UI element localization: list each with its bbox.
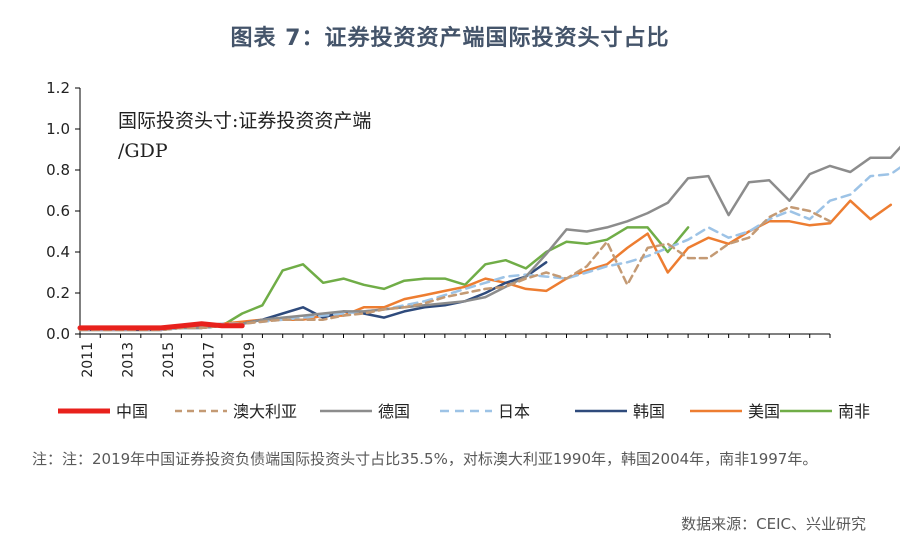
series-line-澳大利亚: [78, 205, 832, 332]
series-line-南非: [78, 226, 690, 332]
chart-title: 图表 7：证券投资资产端国际投资头寸占比: [230, 26, 670, 51]
legend-label: 德国: [378, 402, 410, 421]
y-tick-label: 0.4: [46, 243, 70, 261]
chart-annotation-line1: 国际投资头寸:证券投资资产端: [118, 110, 371, 132]
legend-label: 韩国: [633, 402, 665, 421]
source-note: 数据来源：CEIC、兴业研究: [681, 515, 866, 533]
chart-axes: 0.0 0.2 0.4 0.6 0.8 1.0 1.2 2011 2013 2015 2017 201…: [46, 79, 831, 378]
y-tick-label: 0.6: [46, 202, 70, 220]
x-tick-label: 2013: [121, 342, 137, 378]
legend-label: 南非: [838, 402, 870, 421]
x-tick-label: 2015: [161, 342, 177, 378]
y-tick-label: 1.2: [46, 79, 70, 97]
x-tick-label: 2019: [242, 342, 258, 378]
x-tick-label: 2017: [202, 342, 218, 378]
chart-series: [77, 145, 900, 332]
y-tick-label: 0.8: [46, 161, 70, 179]
series-line-德国: [78, 145, 900, 330]
y-tick-label: 1.0: [46, 120, 70, 138]
line-chart: 0.0 0.2 0.4 0.6 0.8 1.0 1.2 2011 2013 2015 2017 201…: [46, 79, 900, 421]
legend-label: 中国: [116, 402, 148, 421]
legend-label: 日本: [498, 402, 530, 421]
legend-label: 美国: [748, 402, 780, 421]
chart-annotation-line2: /GDP: [118, 140, 168, 162]
series-line-日本: [78, 166, 900, 332]
legend-label: 澳大利亚: [233, 402, 297, 421]
chart-legend: 中国 澳大利亚 德国 日本 韩国 美国 南非: [58, 402, 870, 421]
footnote: 注：注：2019年中国证券投资负债端国际投资头寸占比35.5%，对标澳大利亚19…: [32, 450, 818, 468]
x-tick-label: 2011: [80, 342, 96, 378]
y-tick-label: 0.2: [46, 284, 70, 302]
series-line-中国: [77, 321, 245, 331]
y-tick-label: 0.0: [46, 325, 70, 343]
